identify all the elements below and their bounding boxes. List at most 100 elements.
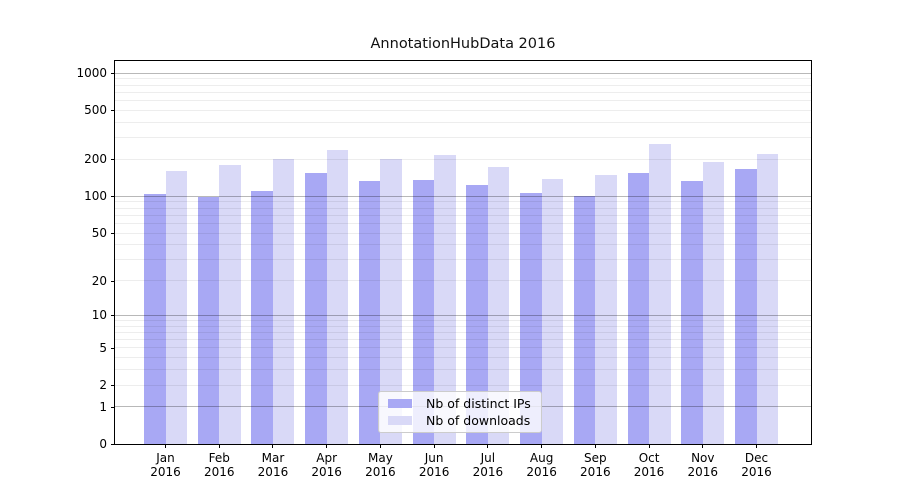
x-tick-jun (433, 444, 435, 448)
y-tick-50 (111, 233, 115, 235)
gridline-minor-20 (115, 280, 811, 282)
bar-distinct-ips-aug (520, 193, 542, 444)
y-tick-label-10: 10 (91, 308, 107, 323)
gridline-minor-80 (115, 207, 811, 209)
y-tick-1 (111, 406, 115, 408)
gridline-minor-700 (115, 91, 811, 93)
gridline-minor-600 (115, 100, 811, 102)
x-tick-label-jul: Jul 2016 (472, 451, 504, 479)
bar-downloads-jan (165, 171, 187, 444)
gridline-minor-60 (115, 222, 811, 224)
y-tick-5 (111, 347, 115, 349)
bar-distinct-ips-jun (412, 180, 435, 444)
x-tick-label-sep: Sep 2016 (580, 451, 611, 479)
gridline-minor-70 (115, 214, 811, 216)
y-tick-100 (111, 196, 115, 198)
x-tick-label-dec: Dec 2016 (741, 451, 772, 479)
gridline-minor-2 (115, 384, 811, 386)
bar-downloads-sep (595, 174, 617, 444)
x-tick-label-nov: Nov 2016 (687, 451, 719, 479)
gridline-major-10 (115, 314, 811, 316)
bar-distinct-ips-apr (305, 173, 327, 444)
y-tick-label-1000: 1000 (76, 66, 107, 81)
bar-distinct-ips-mar (251, 191, 273, 444)
x-tick-label-apr: Apr 2016 (311, 451, 342, 479)
x-tick-label-oct: Oct 2016 (633, 451, 665, 479)
y-tick-label-0: 0 (99, 437, 107, 451)
x-tick-label-feb: Feb 2016 (203, 451, 235, 479)
bar-distinct-ips-jul (466, 184, 488, 444)
y-tick-2 (111, 385, 115, 387)
bar-distinct-ips-feb (197, 196, 220, 444)
bar-downloads-jul (487, 166, 510, 444)
bar-distinct-ips-may (358, 181, 381, 444)
y-tick-label-50: 50 (91, 226, 107, 241)
bar-distinct-ips-jan (144, 194, 166, 444)
x-tick-dec (756, 444, 758, 448)
y-tick-500 (111, 110, 115, 112)
gridline-minor-400 (115, 121, 811, 123)
bar-downloads-oct (649, 144, 671, 444)
chart-title: AnnotationHubData 2016 (370, 36, 556, 52)
gridline-minor-8 (115, 325, 811, 327)
legend-label-downloads: Nb of downloads (426, 413, 531, 428)
y-tick-label-200: 200 (84, 152, 107, 167)
x-tick-may (379, 444, 381, 448)
gridline-minor-50 (115, 232, 811, 234)
gridline-minor-800 (115, 84, 811, 86)
gridline-minor-40 (115, 244, 811, 246)
y-tick-0 (111, 444, 115, 445)
bar-downloads-jun (434, 154, 456, 444)
gridline-minor-900 (115, 78, 811, 80)
legend-swatch-downloads (388, 416, 412, 425)
legend-item-downloads: Nb of downloads (385, 413, 535, 428)
bar-downloads-aug (541, 179, 564, 444)
y-tick-200 (111, 159, 115, 161)
bar-downloads-may (380, 159, 402, 444)
bar-distinct-ips-oct (627, 172, 650, 444)
bar-downloads-nov (702, 161, 725, 444)
legend-label-distinct-ips: Nb of distinct IPs (426, 396, 531, 411)
y-tick-1000 (111, 73, 115, 75)
plot-area (114, 60, 812, 445)
x-tick-apr (326, 444, 328, 448)
x-tick-label-mar: Mar 2016 (257, 451, 289, 479)
gridline-minor-6 (115, 339, 811, 341)
gridline-minor-9 (115, 319, 811, 321)
x-tick-label-jan: Jan 2016 (150, 451, 181, 479)
x-tick-sep (594, 444, 596, 448)
gridline-major-100 (115, 195, 811, 197)
bar-distinct-ips-sep (573, 196, 596, 444)
x-tick-label-may: May 2016 (365, 451, 396, 479)
x-tick-oct (648, 444, 650, 448)
y-tick-20 (111, 280, 115, 282)
y-tick-label-20: 20 (91, 273, 107, 288)
bar-distinct-ips-dec (735, 169, 757, 444)
bar-downloads-feb (219, 164, 241, 444)
y-tick-label-100: 100 (84, 189, 107, 204)
gridline-minor-30 (115, 259, 811, 261)
y-tick-10 (111, 315, 115, 317)
gridline-minor-200 (115, 158, 811, 160)
x-tick-nov (702, 444, 704, 448)
bar-downloads-dec (756, 154, 779, 444)
bar-downloads-mar (272, 159, 295, 444)
bar-downloads-apr (326, 150, 349, 444)
gridline-minor-500 (115, 109, 811, 111)
gridline-major-1000 (115, 72, 811, 74)
x-tick-jul (487, 444, 489, 448)
gridline-minor-5 (115, 347, 811, 349)
gridline-minor-300 (115, 137, 811, 139)
gridline-minor-3 (115, 369, 811, 371)
y-tick-label-500: 500 (84, 103, 107, 118)
y-tick-label-5: 5 (99, 340, 107, 355)
x-tick-jan (165, 444, 166, 448)
legend-item-distinct-ips: Nb of distinct IPs (385, 396, 535, 411)
x-tick-label-jun: Jun 2016 (418, 451, 450, 479)
legend: Nb of distinct IPs Nb of downloads (378, 391, 542, 433)
gridline-minor-4 (115, 357, 811, 359)
bar-distinct-ips-nov (681, 181, 703, 444)
gridline-minor-90 (115, 201, 811, 203)
x-tick-mar (272, 444, 274, 448)
